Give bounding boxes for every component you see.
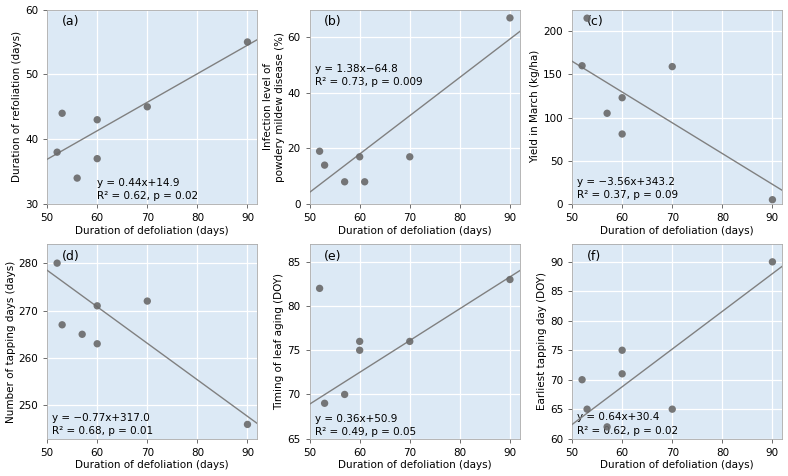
Y-axis label: Infection level of
powdery mildew disease (%): Infection level of powdery mildew diseas… [263, 32, 284, 182]
X-axis label: Duration of defoliation (days): Duration of defoliation (days) [76, 226, 229, 236]
Y-axis label: Earliest tapping day (DOY): Earliest tapping day (DOY) [537, 272, 547, 410]
Point [616, 370, 629, 377]
Point [314, 148, 326, 155]
Point [56, 321, 69, 328]
Point [616, 94, 629, 101]
Point [318, 399, 331, 407]
Y-axis label: Number of tapping days (days): Number of tapping days (days) [6, 260, 16, 423]
Text: (a): (a) [61, 15, 80, 29]
Point [353, 153, 366, 160]
Text: (e): (e) [325, 250, 342, 263]
Point [616, 130, 629, 138]
Y-axis label: Duration of refoliation (days): Duration of refoliation (days) [12, 31, 22, 182]
X-axis label: Duration of defoliation (days): Duration of defoliation (days) [338, 460, 492, 470]
X-axis label: Duration of defoliation (days): Duration of defoliation (days) [600, 460, 754, 470]
Y-axis label: Timing of leaf aging (DOY): Timing of leaf aging (DOY) [274, 273, 284, 410]
Point [241, 38, 254, 46]
Y-axis label: Yield in March (kg/ha): Yield in March (kg/ha) [530, 50, 541, 163]
Point [616, 347, 629, 354]
Point [338, 391, 351, 398]
Point [353, 337, 366, 345]
Text: y = −3.56x+343.2
R² = 0.37, p = 0.09: y = −3.56x+343.2 R² = 0.37, p = 0.09 [577, 177, 678, 200]
Point [504, 14, 516, 22]
Text: y = 0.44x+14.9
R² = 0.62, p = 0.02: y = 0.44x+14.9 R² = 0.62, p = 0.02 [97, 178, 199, 201]
Point [318, 161, 331, 169]
Point [666, 406, 678, 413]
Point [576, 376, 589, 384]
Point [141, 103, 154, 110]
Text: y = 1.38x−64.8
R² = 0.73, p = 0.009: y = 1.38x−64.8 R² = 0.73, p = 0.009 [314, 64, 422, 87]
Point [766, 196, 779, 204]
Point [581, 406, 593, 413]
Point [56, 109, 69, 117]
Point [76, 330, 88, 338]
Point [666, 63, 678, 70]
Point [91, 155, 103, 162]
Point [50, 149, 63, 156]
Text: (c): (c) [587, 15, 604, 29]
Point [141, 298, 154, 305]
X-axis label: Duration of defoliation (days): Duration of defoliation (days) [600, 226, 754, 236]
Text: y = 0.64x+30.4
R² = 0.62, p = 0.02: y = 0.64x+30.4 R² = 0.62, p = 0.02 [577, 413, 678, 436]
Point [600, 109, 613, 117]
Point [403, 337, 416, 345]
Text: y = 0.36x+50.9
R² = 0.49, p = 0.05: y = 0.36x+50.9 R² = 0.49, p = 0.05 [314, 414, 416, 437]
Point [71, 174, 84, 182]
Text: (d): (d) [61, 250, 80, 263]
X-axis label: Duration of defoliation (days): Duration of defoliation (days) [76, 460, 229, 470]
Point [91, 302, 103, 309]
Point [338, 178, 351, 186]
Point [576, 62, 589, 69]
Point [359, 178, 371, 186]
Point [314, 285, 326, 292]
X-axis label: Duration of defoliation (days): Duration of defoliation (days) [338, 226, 492, 236]
Text: (b): (b) [325, 15, 342, 29]
Point [241, 421, 254, 428]
Point [581, 14, 593, 22]
Point [504, 276, 516, 283]
Point [91, 116, 103, 124]
Point [403, 153, 416, 160]
Point [766, 258, 779, 266]
Point [353, 347, 366, 354]
Point [91, 340, 103, 347]
Point [600, 423, 613, 431]
Text: y = −0.77x+317.0
R² = 0.68, p = 0.01: y = −0.77x+317.0 R² = 0.68, p = 0.01 [52, 413, 153, 436]
Point [50, 259, 63, 267]
Text: (f): (f) [587, 250, 601, 263]
